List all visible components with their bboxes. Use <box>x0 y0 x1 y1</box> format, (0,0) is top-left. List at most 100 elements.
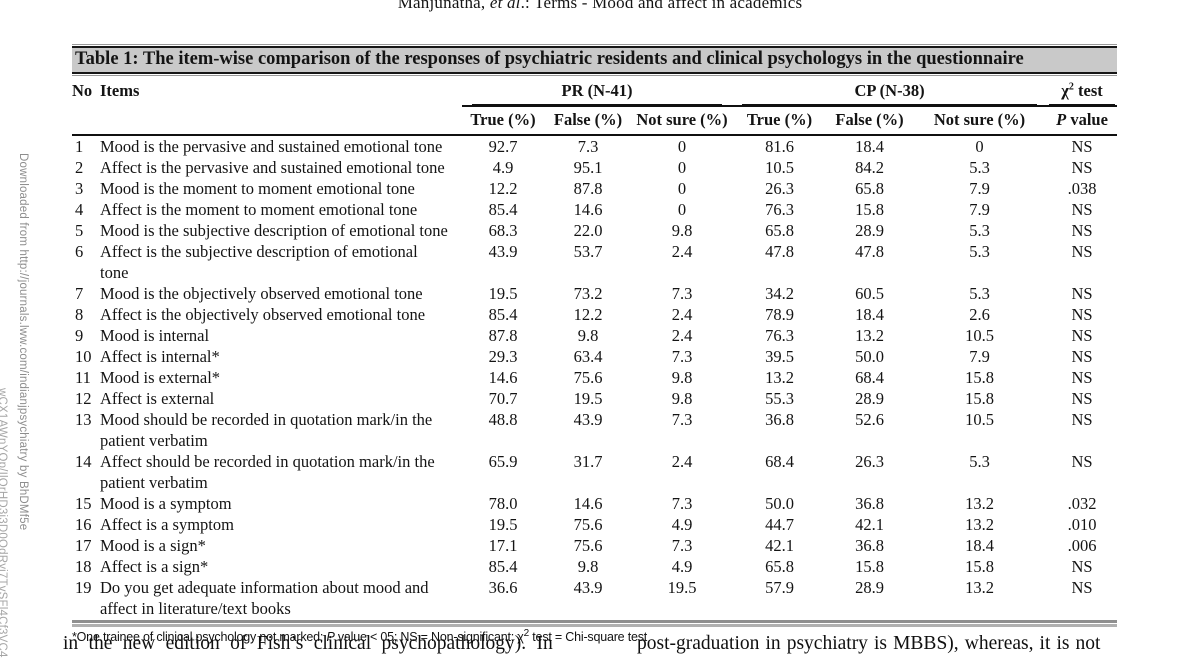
row-item: Mood should be recorded in quotation mar… <box>100 410 433 450</box>
row-number: 4 <box>75 200 84 219</box>
p-value: NS <box>1071 221 1093 240</box>
pr-false-percent: 31.7 <box>573 452 603 471</box>
cp-false-percent: 84.2 <box>855 158 884 177</box>
pr-not-sure-percent: 9.8 <box>671 389 693 408</box>
pr-not-sure-percent: 2.4 <box>671 326 693 345</box>
pr-false-percent: 63.4 <box>573 347 603 366</box>
p-value: NS <box>1071 200 1093 219</box>
pr-true-percent: 70.7 <box>488 389 518 408</box>
cp-not-sure-percent: 5.3 <box>969 221 990 240</box>
cp-not-sure-percent: 5.3 <box>969 242 990 261</box>
cp-false-percent: 42.1 <box>855 515 884 534</box>
cp-not-sure-percent: 0 <box>975 137 984 156</box>
cp-true-percent: 42.1 <box>765 536 794 555</box>
cp-false-percent: 26.3 <box>855 452 884 471</box>
pr-not-sure-percent: 7.3 <box>671 284 693 303</box>
cp-true-percent: 76.3 <box>765 326 794 345</box>
pr-not-sure-percent: 0 <box>677 137 687 156</box>
cp-not-sure-percent: 18.4 <box>965 536 994 555</box>
table-end-rule <box>72 620 1117 623</box>
p-value: NS <box>1071 326 1093 345</box>
table-row: 7 Mood is the objectively observed emoti… <box>72 283 1117 304</box>
col-header-pr-notsure: Not sure (%) <box>632 106 732 136</box>
table-title-bottom-rule <box>72 75 1117 76</box>
table-top-rule <box>72 44 1117 45</box>
row-item: Affect is the moment to moment emotional… <box>100 200 418 219</box>
p-value: NS <box>1071 242 1093 261</box>
col-header-pr-true: True (%) <box>462 106 544 136</box>
results-table: No Items PR (N-41) CP (N-38) χ2 test Tru… <box>72 79 1118 619</box>
row-item: Mood is the pervasive and sustained emot… <box>100 137 443 156</box>
p-value: NS <box>1071 389 1093 408</box>
cp-false-percent: 18.4 <box>855 305 884 324</box>
table-end-rule-2 <box>72 624 1117 627</box>
p-value: NS <box>1071 158 1093 177</box>
col-header-cp-notsure: Not sure (%) <box>912 106 1048 136</box>
pr-false-percent: 87.8 <box>573 179 603 198</box>
row-number: 9 <box>75 326 84 345</box>
pr-false-percent: 14.6 <box>573 494 603 513</box>
col-header-pr-false: False (%) <box>544 106 632 136</box>
p-value: NS <box>1071 452 1093 471</box>
col-group-chi-square-test: χ2 test <box>1047 79 1118 107</box>
p-value: NS <box>1071 305 1093 324</box>
cp-not-sure-percent: 10.5 <box>965 410 994 429</box>
row-item: Affect is a sign* <box>100 557 209 576</box>
p-value: NS <box>1071 368 1093 387</box>
row-item: Affect is the subjective description of … <box>100 242 418 282</box>
pr-not-sure-percent: 19.5 <box>667 578 697 597</box>
table-1: Table 1: The item-wise comparison of the… <box>72 44 1118 644</box>
cp-not-sure-percent: 5.3 <box>969 158 990 177</box>
cp-true-percent: 78.9 <box>765 305 794 324</box>
row-number: 11 <box>75 368 91 387</box>
pr-not-sure-percent: 7.3 <box>671 536 693 555</box>
p-value: .010 <box>1067 515 1097 534</box>
running-head-title: .: Terms - Mood and affect in academics <box>520 0 803 12</box>
pr-true-percent: 85.4 <box>488 200 518 219</box>
table-row: 8 Affect is the objectively observed emo… <box>72 304 1117 325</box>
row-number: 18 <box>75 557 92 576</box>
pr-not-sure-percent: 0 <box>677 158 687 177</box>
pr-false-percent: 95.1 <box>573 158 603 177</box>
cp-true-percent: 39.5 <box>765 347 794 366</box>
row-number: 6 <box>75 242 84 261</box>
pr-true-percent: 85.4 <box>488 305 518 324</box>
table-row: 6 Affect is the subjective description o… <box>72 241 1117 283</box>
col-header-no: No <box>72 79 100 136</box>
table-row: 14 Affect should be recorded in quotatio… <box>72 451 1117 493</box>
pr-not-sure-percent: 2.4 <box>671 305 693 324</box>
row-item: Mood is the objectively observed emotion… <box>100 284 423 303</box>
pr-true-percent: 19.5 <box>488 515 518 534</box>
cp-true-percent: 47.8 <box>765 242 794 261</box>
pr-true-percent: 12.2 <box>488 179 518 198</box>
row-number: 13 <box>75 410 92 429</box>
running-head-etal: et al <box>489 0 521 12</box>
row-item: Affect should be recorded in quotation m… <box>100 452 435 492</box>
cp-false-percent: 68.4 <box>855 368 884 387</box>
table-row: 2 Affect is the pervasive and sustained … <box>72 157 1117 178</box>
cp-false-percent: 13.2 <box>855 326 884 345</box>
cp-not-sure-percent: 7.9 <box>969 347 990 366</box>
p-value: NS <box>1071 557 1093 576</box>
cp-true-percent: 55.3 <box>765 389 794 408</box>
cp-false-percent: 28.9 <box>855 578 884 597</box>
table-row: 18 Affect is a sign* 85.4 9.8 4.9 65.8 1… <box>72 556 1117 577</box>
col-header-cp-false: False (%) <box>827 106 912 136</box>
pr-false-percent: 43.9 <box>573 578 603 597</box>
pr-true-percent: 43.9 <box>488 242 518 261</box>
cp-not-sure-percent: 5.3 <box>969 452 990 471</box>
pr-true-percent: 17.1 <box>488 536 518 555</box>
cp-true-percent: 10.5 <box>765 158 794 177</box>
row-number: 2 <box>75 158 84 177</box>
cp-false-percent: 15.8 <box>855 557 884 576</box>
running-head: Manjunatha, et al.: Terms - Mood and aff… <box>0 0 1200 13</box>
cp-false-percent: 36.8 <box>855 494 884 513</box>
cp-false-percent: 36.8 <box>855 536 884 555</box>
table-row: 5 Mood is the subjective description of … <box>72 220 1117 241</box>
cp-true-percent: 26.3 <box>765 179 794 198</box>
pr-not-sure-percent: 4.9 <box>671 515 693 534</box>
cp-false-percent: 15.8 <box>855 200 884 219</box>
row-number: 3 <box>75 179 84 198</box>
article-text-left-column: in the new edition of Fish’s clinical ps… <box>63 633 553 654</box>
table-row: 4 Affect is the moment to moment emotion… <box>72 199 1117 220</box>
